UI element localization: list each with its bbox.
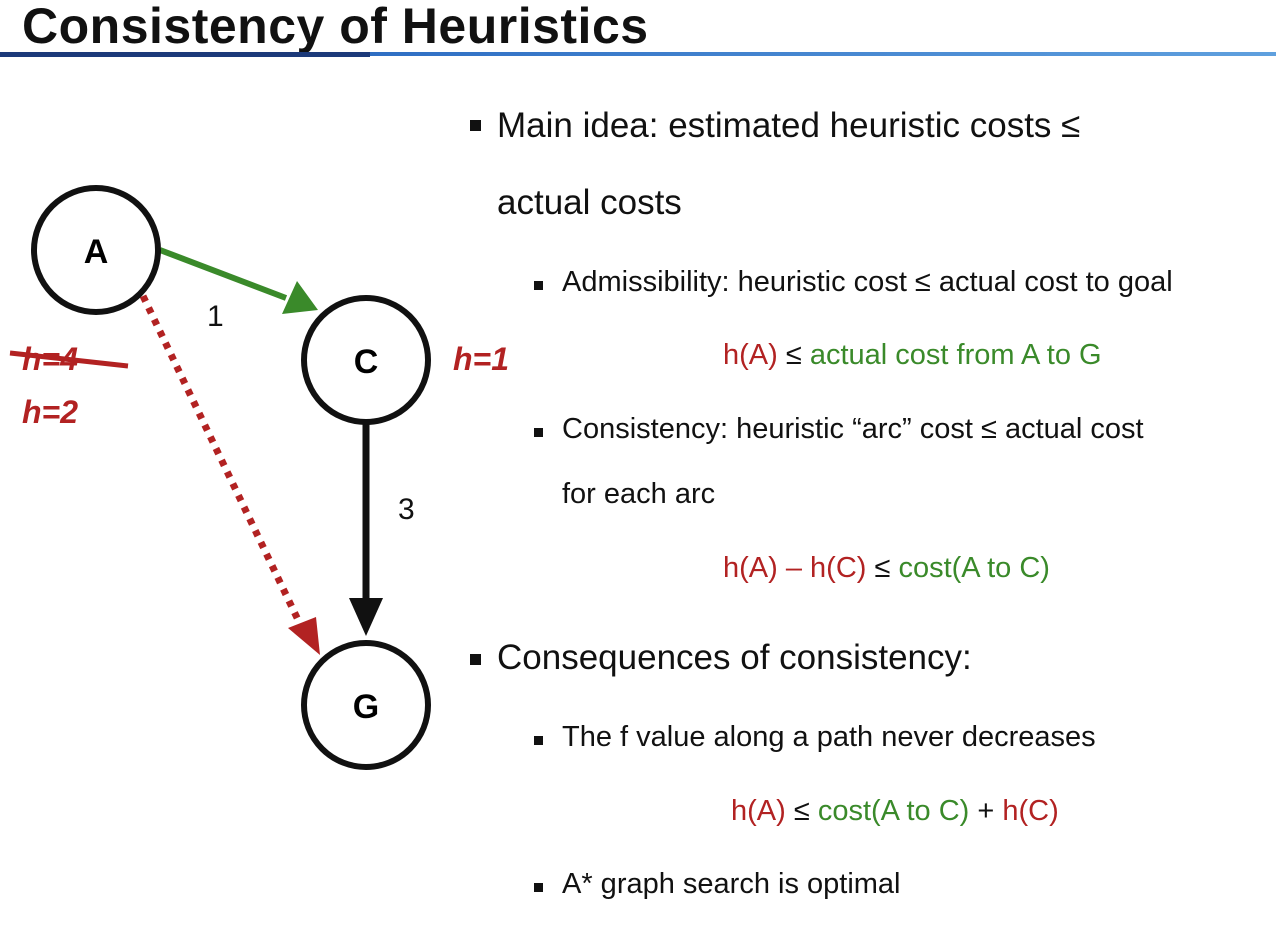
- edge-a-c-cost: 1: [207, 300, 224, 333]
- strikethrough-line: [9, 350, 129, 369]
- f-value-formula: h(A) ≤ cost(A to C) + h(C): [731, 795, 1059, 827]
- arrowhead-icon: [288, 617, 320, 655]
- node-a-label: A: [84, 233, 109, 271]
- bullet-consistency-line2: for each arc: [562, 478, 716, 510]
- edge-a-to-c: [158, 247, 318, 314]
- bullet-astar-optimal: A* graph search is optimal: [562, 868, 901, 900]
- node-a: A: [31, 185, 161, 315]
- bullet-consequences: Consequences of consistency:: [497, 638, 972, 677]
- bullet-main-idea-line1: Main idea: estimated heuristic costs ≤: [497, 106, 1081, 145]
- node-c-label: C: [354, 343, 379, 381]
- h-a-new-label: h=2: [22, 394, 78, 430]
- edge-c-g-cost: 3: [398, 493, 415, 526]
- edge-a-to-g-heuristic: [139, 294, 320, 655]
- bullet-f-nondecreasing: The f value along a path never decreases: [562, 721, 1096, 753]
- arrowhead-icon: [349, 598, 383, 636]
- bullet-admissibility: Admissibility: heuristic cost ≤ actual c…: [562, 266, 1173, 298]
- node-c: C: [301, 295, 431, 425]
- h-c-label: h=1: [453, 341, 509, 377]
- title-underline: [0, 52, 1276, 58]
- bullet-consistency-line1: Consistency: heuristic “arc” cost ≤ actu…: [562, 413, 1144, 445]
- node-g-label: G: [353, 688, 379, 726]
- edge-c-to-g: [349, 424, 383, 636]
- bullet-square-icon: [534, 883, 543, 892]
- admissibility-formula: h(A) ≤ actual cost from A to G: [723, 339, 1102, 371]
- node-g: G: [301, 640, 431, 770]
- consistency-formula: h(A) – h(C) ≤ cost(A to C): [723, 552, 1050, 584]
- search-graph-diagram: 1 3 A C G h=4 h=2 h=1: [9, 185, 509, 770]
- arrowhead-icon: [282, 281, 318, 314]
- slide-title: Consistency of Heuristics: [22, 0, 649, 54]
